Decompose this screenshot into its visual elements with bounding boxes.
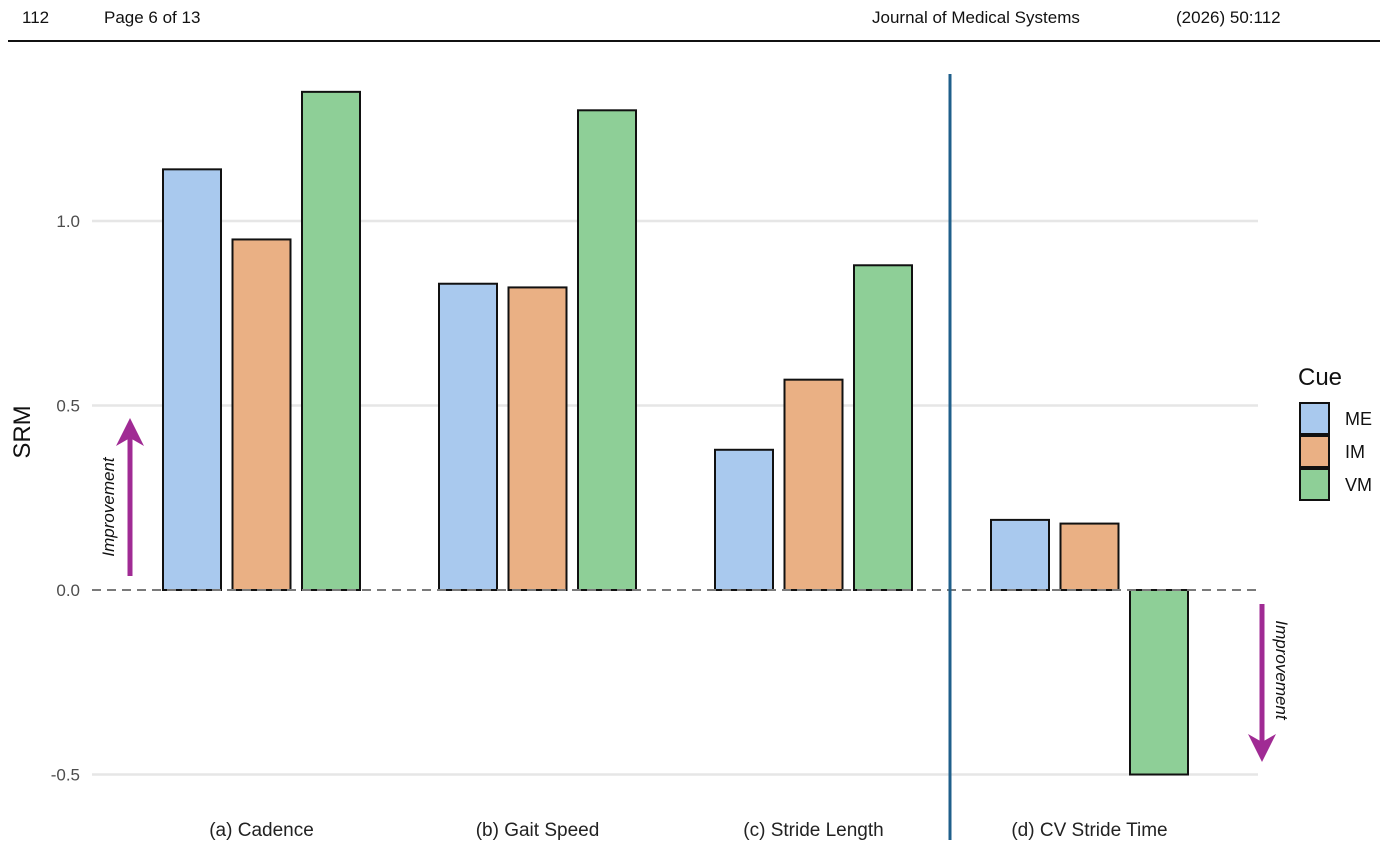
citation: (2026) 50:112 <box>1176 8 1281 27</box>
bar-vm-0 <box>301 90 361 591</box>
legend-key-me <box>1299 402 1330 435</box>
legend-label-vm: VM <box>1345 475 1372 495</box>
y-tick-label: -0.5 <box>51 766 80 785</box>
legend-label-me: ME <box>1345 409 1372 429</box>
improvement-up-arrow-icon <box>116 418 144 446</box>
page-header: 112 Page 6 of 13 Journal of Medical Syst… <box>0 0 1387 44</box>
improvement-label-down: Improvement <box>1272 620 1291 720</box>
bar-me-0 <box>162 168 222 591</box>
x-axis-ticks: (a) Cadence (b) Gait Speed (c) Stride Leng… <box>209 820 1167 841</box>
bar-im-0 <box>231 238 292 591</box>
improvement-down-arrow-icon <box>1248 734 1276 762</box>
legend-key-im <box>1299 435 1330 468</box>
page-label: Page 6 of 13 <box>104 8 201 27</box>
y-axis-label: SRM <box>9 405 36 458</box>
x-tick-label: (d) CV Stride Time <box>1011 820 1167 841</box>
legend: Cue ME IM VM <box>1298 364 1372 501</box>
annotations: Improvement Improvement <box>99 418 1291 762</box>
improvement-label-up: Improvement <box>99 456 118 556</box>
bar-vm-1 <box>577 109 637 592</box>
x-tick-label: (b) Gait Speed <box>476 820 600 841</box>
y-tick-label: 0.0 <box>56 581 80 600</box>
bar-vm-3 <box>1129 589 1189 776</box>
page-number: 112 <box>22 8 50 27</box>
bar-me-2 <box>714 448 774 591</box>
bar-me-1 <box>438 282 498 591</box>
legend-label-im: IM <box>1345 442 1365 462</box>
journal-name: Journal of Medical Systems <box>872 8 1080 27</box>
bar-im-1 <box>507 286 568 591</box>
legend-title: Cue <box>1298 364 1342 391</box>
bar-vm-2 <box>853 264 913 591</box>
header-rule <box>8 40 1380 42</box>
x-tick-label: (c) Stride Length <box>743 820 883 841</box>
legend-key-vm <box>1299 468 1330 501</box>
x-tick-label: (a) Cadence <box>209 820 314 841</box>
bar-me-3 <box>990 518 1050 592</box>
y-tick-label: 1.0 <box>56 212 80 231</box>
bar-im-2 <box>783 378 844 592</box>
y-tick-label: 0.5 <box>56 397 80 416</box>
bar-im-3 <box>1059 522 1120 592</box>
y-axis-ticks: 1.0 0.5 0.0 -0.5 <box>51 212 80 785</box>
bars <box>162 90 1189 776</box>
